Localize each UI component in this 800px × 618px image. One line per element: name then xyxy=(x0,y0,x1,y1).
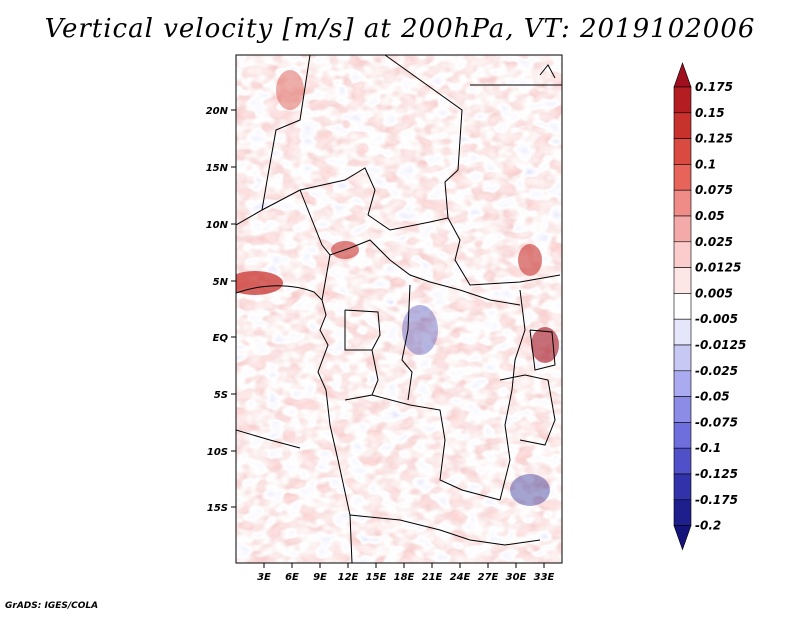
colorbar-swatch xyxy=(673,267,692,294)
lon-label: 30E xyxy=(506,572,527,583)
colorbar-swatch xyxy=(673,344,692,372)
colorbar-label: -0.005 xyxy=(695,312,738,326)
colorbar-swatch xyxy=(673,86,692,114)
lon-label: 18E xyxy=(394,572,415,583)
colorbar-swatch xyxy=(673,138,692,165)
colorbar-label: -0.2 xyxy=(695,519,721,533)
lat-label: EQ xyxy=(213,333,229,344)
colorbar-arrow-bottom xyxy=(673,525,692,551)
colorbar-label: 0.15 xyxy=(695,106,725,120)
colorbar-swatch xyxy=(673,447,692,475)
lon-label: 21E xyxy=(422,572,443,583)
colorbar-swatch xyxy=(673,499,692,526)
colorbar-swatch xyxy=(673,370,692,397)
colorbar-swatch xyxy=(673,473,692,501)
lat-label: 20N xyxy=(206,106,229,117)
lat-label: 15N xyxy=(206,163,229,174)
lat-axis: 20N 15N 10N 5N EQ 5S 10S 15S xyxy=(206,106,236,514)
colorbar-label: 0.0125 xyxy=(695,261,741,275)
colorbar-label: -0.025 xyxy=(695,364,738,378)
colorbar-label: 0.125 xyxy=(695,132,733,146)
lon-label: 3E xyxy=(257,572,271,583)
lat-label: 5N xyxy=(213,277,229,288)
lat-label: 15S xyxy=(207,503,228,514)
colorbar-swatch xyxy=(673,215,692,243)
colorbar-swatch xyxy=(673,396,692,423)
map-title: Vertical velocity [m/s] at 200hPa, VT: 2… xyxy=(44,14,756,44)
colorbar-swatch xyxy=(673,189,692,217)
colorbar-label: -0.0125 xyxy=(695,338,746,352)
lat-label: 5S xyxy=(214,390,228,401)
colorbar-swatch xyxy=(673,112,692,139)
lon-label: 33E xyxy=(534,572,555,583)
lat-label: 10N xyxy=(206,220,229,231)
grads-credit: GrADS: IGES/COLA xyxy=(5,601,99,611)
lon-label: 24E xyxy=(450,572,471,583)
lon-label: 27E xyxy=(478,572,499,583)
colorbar-label: -0.175 xyxy=(695,493,738,507)
lon-label: 9E xyxy=(313,572,327,583)
map-frame xyxy=(235,54,563,564)
lon-label: 15E xyxy=(366,572,387,583)
lon-label: 12E xyxy=(338,572,359,583)
colorbar-swatch xyxy=(673,241,692,268)
colorbar-label: -0.125 xyxy=(695,467,738,481)
colorbar-arrow-top xyxy=(673,62,692,88)
colorbar-label: -0.075 xyxy=(695,415,738,429)
colorbar-label: 0.175 xyxy=(695,80,733,94)
colorbar-swatch xyxy=(673,293,692,320)
country-borders xyxy=(236,55,562,563)
colorbar-label: 0.05 xyxy=(695,209,725,223)
colorbar-label: -0.1 xyxy=(695,441,721,455)
colorbar-label: 0.025 xyxy=(695,235,733,249)
lon-axis: 3E 6E 9E 12E 15E 18E 21E 24E 27E 30E 33E xyxy=(257,563,555,583)
colorbar-label: 0.075 xyxy=(695,183,733,197)
colorbar-swatch xyxy=(673,164,692,191)
colorbar-label: 0.005 xyxy=(695,286,733,300)
colorbar-swatch xyxy=(673,318,692,346)
colorbar: 0.175 0.15 0.125 0.1 0.075 0.05 0.025 0.0125 0.0… xyxy=(673,62,746,551)
colorbar-label: 0.1 xyxy=(695,157,716,171)
colorbar-label: -0.05 xyxy=(695,390,730,404)
lon-label: 6E xyxy=(285,572,299,583)
colorbar-swatch xyxy=(673,422,692,449)
velocity-field xyxy=(236,55,562,563)
lat-label: 10S xyxy=(207,447,228,458)
